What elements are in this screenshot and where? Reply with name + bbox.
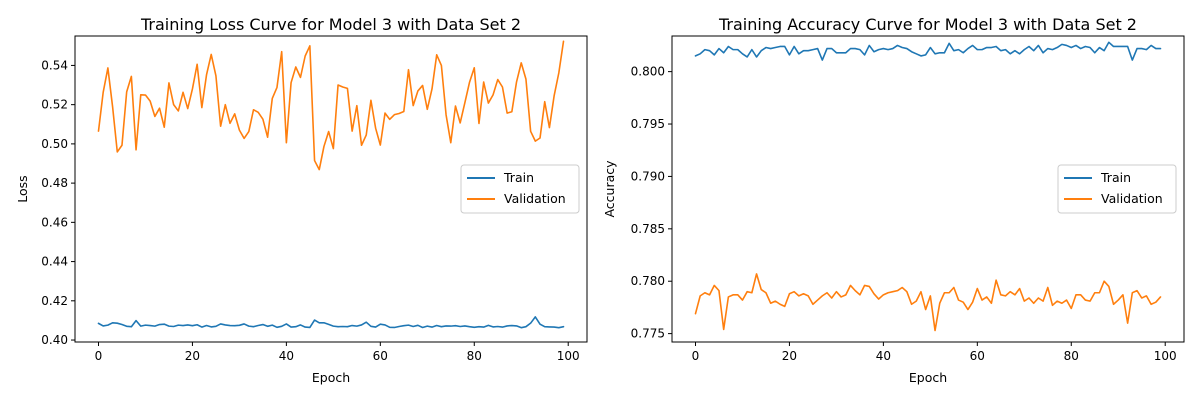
accuracy-y-tick-label: 0.780	[631, 274, 665, 288]
loss-y-tick-label: 0.48	[41, 176, 68, 190]
loss-chart: Training Loss Curve for Model 3 with Dat…	[15, 15, 588, 385]
accuracy-x-tick-label: 0	[692, 349, 700, 363]
accuracy-chart-title: Training Accuracy Curve for Model 3 with…	[718, 15, 1137, 34]
loss-y-tick-label: 0.44	[41, 255, 68, 269]
loss-chart-title: Training Loss Curve for Model 3 with Dat…	[140, 15, 521, 34]
accuracy-x-tick-label: 100	[1154, 349, 1177, 363]
loss-x-tick-label: 20	[185, 349, 200, 363]
accuracy-y-tick-label: 0.775	[631, 327, 665, 341]
accuracy-x-tick-label: 80	[1064, 349, 1079, 363]
accuracy-axes-frame	[671, 35, 1185, 343]
accuracy-y-tick-label: 0.785	[631, 222, 665, 236]
accuracy-series-validation	[694, 273, 1162, 332]
loss-legend: Train Validation	[460, 164, 580, 214]
loss-y-tick-label: 0.40	[41, 333, 68, 347]
accuracy-y-tick-label: 0.790	[631, 169, 665, 183]
accuracy-ticks: 0 20 40 60 80 100 0.775 0.780 0.785 0.790 0.795 0.8…	[631, 65, 1177, 363]
loss-x-tick-label: 60	[373, 349, 388, 363]
loss-y-tick-label: 0.50	[41, 137, 68, 151]
loss-x-tick-label: 40	[279, 349, 294, 363]
accuracy-y-tick-label: 0.800	[631, 65, 665, 79]
loss-legend-validation-label: Validation	[504, 191, 566, 206]
loss-legend-train-label: Train	[503, 170, 534, 185]
accuracy-chart: Training Accuracy Curve for Model 3 with…	[602, 15, 1185, 385]
accuracy-series-train	[694, 41, 1162, 61]
loss-y-tick-label: 0.46	[41, 215, 68, 229]
accuracy-y-axis-label: Accuracy	[602, 160, 617, 218]
accuracy-y-tick-label: 0.795	[631, 117, 665, 131]
accuracy-legend-validation-label: Validation	[1101, 191, 1163, 206]
loss-ticks: 0 20 40 60 80 100 0.40 0.42 0.44 0.46 0.48 0.50 0.52…	[41, 58, 579, 363]
loss-axes-frame	[74, 35, 588, 343]
accuracy-x-axis-label: Epoch	[909, 370, 947, 385]
accuracy-legend-train-label: Train	[1100, 170, 1131, 185]
loss-y-tick-label: 0.42	[41, 294, 68, 308]
loss-x-tick-label: 0	[95, 349, 103, 363]
loss-x-axis-label: Epoch	[312, 370, 350, 385]
loss-plot-area	[97, 40, 565, 329]
loss-x-tick-label: 80	[467, 349, 482, 363]
loss-y-tick-label: 0.52	[41, 98, 68, 112]
accuracy-plot-area	[694, 41, 1162, 332]
accuracy-x-tick-label: 20	[782, 349, 797, 363]
loss-x-tick-label: 100	[557, 349, 580, 363]
loss-series-train	[97, 316, 565, 329]
accuracy-x-tick-label: 60	[970, 349, 985, 363]
accuracy-legend: Train Validation	[1057, 164, 1177, 214]
loss-y-tick-label: 0.54	[41, 58, 68, 72]
loss-series-validation	[97, 40, 565, 171]
loss-y-axis-label: Loss	[15, 175, 30, 202]
accuracy-x-tick-label: 40	[876, 349, 891, 363]
